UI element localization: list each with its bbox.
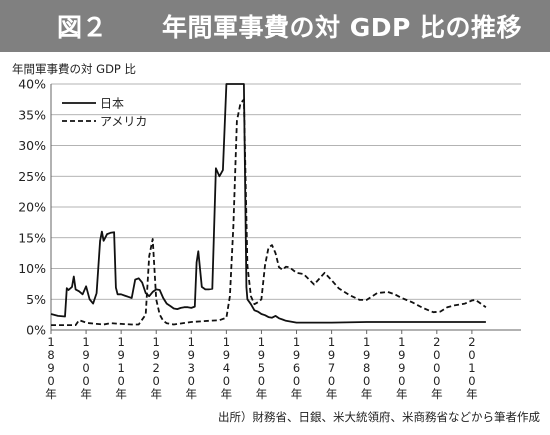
series-line-japan [50, 83, 486, 324]
y-tick-label: 10% [18, 261, 46, 276]
figure-title: 年間軍事費の対 GDP 比の推移 [162, 13, 523, 42]
y-tick-labels: 0% 5% 10% 15% 20% 25% 30% 35% 40% [18, 77, 46, 338]
y-tick-label: 20% [18, 200, 46, 215]
y-tick-label: 40% [18, 77, 46, 92]
y-tick-label: 0% [26, 323, 46, 338]
y-axis-label: 年間軍事費の対 GDP 比 [12, 62, 137, 76]
y-tick-label: 5% [26, 292, 46, 307]
x-tick-labels: 1 8 9 0 年 1 9 0 0 年 1 9 1 0 年 1 9 2 0 年 1 9 3 0 年 1 9 4 0 年 1 9 5 0 年 1 9 6 0 年… [45, 335, 477, 401]
y-tick-label: 25% [18, 169, 46, 184]
grid-lines [50, 83, 521, 334]
y-tick-label: 15% [18, 230, 46, 245]
y-tick-label: 30% [18, 138, 46, 153]
source-note: 出所）財務省、日銀、米大統領府、米商務省などから筆者作成 [218, 410, 540, 424]
legend-label: 日本 [100, 97, 124, 111]
legend-label: アメリカ [100, 115, 147, 129]
figure-number: 図２ [57, 13, 108, 42]
header-bar: 図２ 年間軍事費の対 GDP 比の推移 [0, 0, 550, 52]
series-lines [50, 83, 487, 326]
series-line-usa [51, 98, 487, 326]
y-tick-label: 35% [18, 107, 46, 122]
